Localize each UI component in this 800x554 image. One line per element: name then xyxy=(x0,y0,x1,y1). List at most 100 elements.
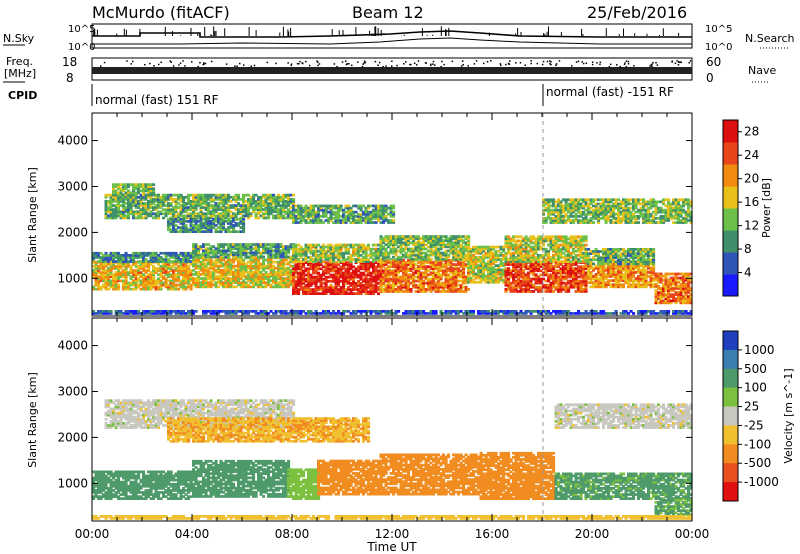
power-cell xyxy=(292,279,296,283)
power-cell xyxy=(404,281,408,285)
power-cell xyxy=(339,279,343,283)
power-cell xyxy=(432,267,436,270)
power-cell xyxy=(384,243,388,247)
power-cell xyxy=(462,279,466,283)
nave-dot xyxy=(250,65,252,67)
power-cell xyxy=(147,277,151,281)
power-cell xyxy=(312,263,316,267)
power-cell xyxy=(109,271,113,274)
power-cell xyxy=(134,285,138,289)
power-cell xyxy=(529,263,533,266)
power-cell xyxy=(464,279,468,283)
power-cell xyxy=(329,269,333,273)
power-cell xyxy=(124,265,128,268)
power-cell xyxy=(357,256,361,259)
power-cell xyxy=(414,279,418,283)
power-cell xyxy=(409,277,413,281)
power-cell xyxy=(292,292,296,295)
power-cell xyxy=(409,241,413,245)
power-cell xyxy=(519,263,523,266)
power-cell xyxy=(369,249,373,253)
power-cell xyxy=(269,271,273,274)
power-cell xyxy=(284,310,288,313)
power-cell xyxy=(94,312,98,315)
power-cell xyxy=(99,265,103,268)
power-cell xyxy=(147,285,151,289)
power-cell xyxy=(667,312,671,315)
power-cell xyxy=(329,256,333,259)
power-cell xyxy=(457,241,461,245)
power-cell xyxy=(354,251,358,255)
power-cell xyxy=(404,245,408,249)
nave-dot xyxy=(316,60,318,62)
power-cell xyxy=(342,251,346,255)
power-cell xyxy=(277,255,281,259)
power-cell xyxy=(289,264,293,268)
power-cell xyxy=(272,253,276,257)
power-cell xyxy=(292,275,296,279)
power-cell xyxy=(284,285,288,289)
power-cell xyxy=(447,259,451,262)
power-cell xyxy=(229,271,233,274)
power-cell xyxy=(502,274,506,278)
nsearch-trace xyxy=(92,37,692,45)
power-cell xyxy=(452,245,456,249)
power-cell xyxy=(102,263,106,266)
power-cell xyxy=(97,267,101,270)
power-cell xyxy=(454,312,458,315)
power-cell xyxy=(274,310,278,313)
power-cell xyxy=(507,277,511,281)
power-cell xyxy=(194,260,198,264)
power-cell xyxy=(157,260,161,263)
power-cell xyxy=(449,281,453,285)
power-cell xyxy=(399,251,403,255)
power-cell xyxy=(232,255,236,259)
power-cell xyxy=(489,249,493,253)
power-cell xyxy=(469,256,473,259)
power-cell xyxy=(372,275,376,279)
power-cell xyxy=(402,259,406,262)
power-cell xyxy=(307,273,311,277)
power-cell xyxy=(322,249,326,253)
power-cell xyxy=(284,268,288,272)
power-cell xyxy=(504,267,508,270)
power-cell xyxy=(599,312,603,315)
power-cell xyxy=(92,260,96,264)
power-cell xyxy=(209,251,213,255)
power-cell xyxy=(177,287,181,291)
power-cell xyxy=(407,237,411,240)
power-cell xyxy=(334,249,338,253)
power-cell xyxy=(517,290,521,293)
power-cell xyxy=(319,286,323,289)
power-cell xyxy=(357,249,361,253)
power-cell xyxy=(397,237,401,240)
power-cell xyxy=(274,255,278,259)
power-cell xyxy=(319,260,323,263)
power-cell xyxy=(344,261,348,264)
power-cell xyxy=(409,237,413,240)
power-cell xyxy=(274,312,278,315)
power-cell xyxy=(382,237,386,240)
power-cell xyxy=(534,281,538,285)
power-cell xyxy=(427,265,431,268)
power-cell xyxy=(444,269,448,273)
power-cell xyxy=(232,273,236,276)
power-cell xyxy=(462,265,466,268)
power-cell xyxy=(192,245,196,248)
power-cell xyxy=(529,285,533,289)
power-cell xyxy=(437,235,441,238)
power-cell xyxy=(509,285,513,289)
power-cell xyxy=(152,267,156,270)
power-cell xyxy=(449,235,453,238)
power-cell xyxy=(294,269,298,273)
power-cell xyxy=(387,277,391,281)
power-cell xyxy=(114,310,118,313)
power-cell xyxy=(142,283,146,287)
power-cell xyxy=(422,243,426,247)
power-cell xyxy=(469,247,473,251)
power-cell xyxy=(389,310,393,313)
power-cell xyxy=(284,312,288,315)
power-cell xyxy=(479,312,483,315)
power-cell xyxy=(454,290,458,293)
power-cell xyxy=(459,255,463,259)
